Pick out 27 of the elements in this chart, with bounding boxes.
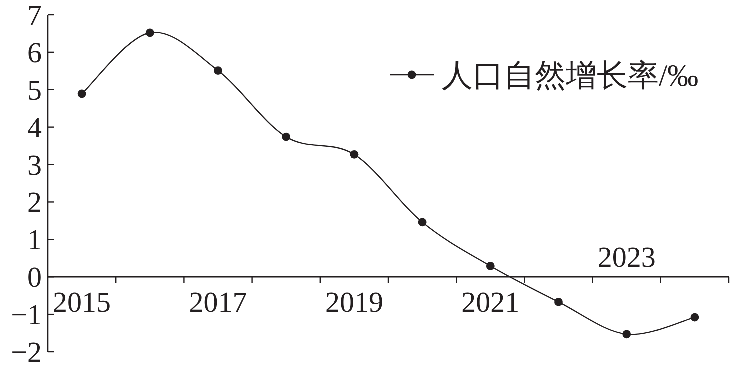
y-tick-label: 3	[28, 150, 42, 182]
y-tick-label: 7	[28, 0, 42, 32]
point	[622, 330, 632, 339]
legend-label: 人口自然增长率/‰	[442, 58, 699, 93]
point	[214, 66, 222, 75]
point	[554, 298, 563, 306]
y-tick-label: −1	[11, 300, 42, 332]
point	[350, 150, 359, 159]
point	[690, 313, 700, 322]
x-tick-label: 2015	[53, 287, 112, 320]
point	[78, 90, 86, 98]
y-tick-label: 2	[28, 187, 42, 220]
legend: 人口自然增长率/‰	[390, 58, 699, 93]
x-tick-label: 2017	[189, 287, 248, 320]
point	[486, 262, 495, 270]
point	[282, 132, 291, 142]
y-tick-label: −2	[11, 337, 42, 367]
y-tick-label: 0	[28, 262, 42, 294]
y-tick-label: 4	[28, 112, 42, 144]
point	[418, 218, 427, 227]
y-tick-label: 1	[28, 224, 42, 257]
y-tick-label: 6	[28, 37, 42, 70]
x-tick-label: 2019	[325, 287, 384, 320]
x-tick-label: 2023	[598, 242, 656, 274]
x-tick-label: 2021	[462, 287, 520, 320]
point	[146, 28, 154, 38]
y-tick-label: 5	[28, 74, 42, 107]
